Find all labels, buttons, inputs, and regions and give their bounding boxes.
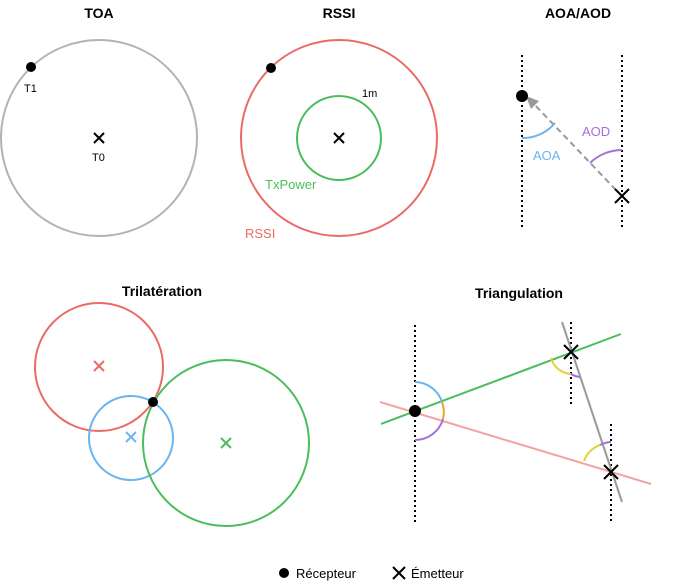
triangulation-emitter1-yellow-arc [550, 357, 572, 375]
trilateration-red-circle [34, 302, 164, 432]
aoa-aod-title: AOA/AOD [545, 5, 611, 21]
rssi-title: RSSI [323, 5, 356, 21]
triangulation-pink-bearing-line [379, 401, 652, 485]
trilateration-green-emitter-cross-icon [220, 437, 232, 449]
rssi-emitter-cross-icon [333, 132, 345, 144]
rssi-rssi-label: RSSI [245, 226, 275, 241]
aoa-angle-arc [521, 122, 556, 140]
triangulation-receiver-dot [409, 405, 421, 417]
triangulation-blue-angle-arc [414, 381, 443, 403]
toa-title: TOA [84, 5, 113, 21]
rssi-outer-circle [240, 39, 438, 237]
aod-label: AOD [582, 124, 610, 139]
toa-panel: TOA T1 T0 [0, 5, 198, 237]
rssi-receiver-dot [266, 63, 276, 73]
trilateration-red-emitter-cross-icon [93, 360, 105, 372]
trilateration-receiver-dot [148, 397, 158, 407]
triangulation-emitter2-cross-icon [603, 464, 619, 480]
triangulation-panel: Triangulation [379, 285, 652, 522]
aod-angle-arc [589, 149, 623, 164]
toa-t1-label: T1 [24, 83, 37, 95]
aod-emitter-cross-icon [614, 188, 630, 204]
aoa-aod-panel: AOA/AOD AOA AOD [516, 5, 630, 230]
triangulation-purple-angle-arc [414, 418, 444, 442]
triangulation-orange-angle-arc [441, 401, 445, 420]
triangulation-emitter1-purple-arc [570, 373, 581, 378]
toa-t0-label: T0 [92, 152, 105, 164]
toa-emitter-cross-icon [93, 132, 105, 144]
rssi-1m-label: 1m [362, 88, 377, 100]
aoa-arrowhead-icon [526, 96, 539, 109]
legend-receiver-dot-icon [279, 568, 289, 578]
trilateration-title: Trilatération [122, 283, 202, 299]
triangulation-emitter1-cross-icon [563, 344, 579, 360]
aoa-aod-dashed-signal-line [532, 102, 617, 191]
triangulation-emitter2-yellow-arc [583, 444, 601, 462]
trilateration-blue-emitter-cross-icon [125, 431, 137, 443]
legend-receiver-label: Récepteur [296, 566, 357, 581]
trilateration-blue-circle [88, 395, 174, 481]
aoa-label: AOA [533, 148, 561, 163]
legend-emitter-label: Émetteur [411, 566, 464, 581]
rssi-txpower-label: TxPower [265, 177, 317, 192]
rssi-panel: RSSI 1m TxPower RSSI [240, 5, 438, 241]
trilateration-panel: Trilatération [34, 283, 310, 527]
triangulation-title: Triangulation [475, 285, 563, 301]
triangulation-emitter2-purple-arc [599, 441, 612, 446]
legend: Récepteur Émetteur [279, 566, 464, 581]
aoa-receiver-dot [516, 90, 528, 102]
triangulation-green-bearing-line [380, 333, 622, 425]
rssi-inner-circle [296, 95, 382, 181]
toa-range-circle [0, 39, 198, 237]
trilateration-green-circle [142, 359, 310, 527]
toa-receiver-dot [26, 62, 36, 72]
legend-emitter-cross-icon [392, 566, 406, 580]
